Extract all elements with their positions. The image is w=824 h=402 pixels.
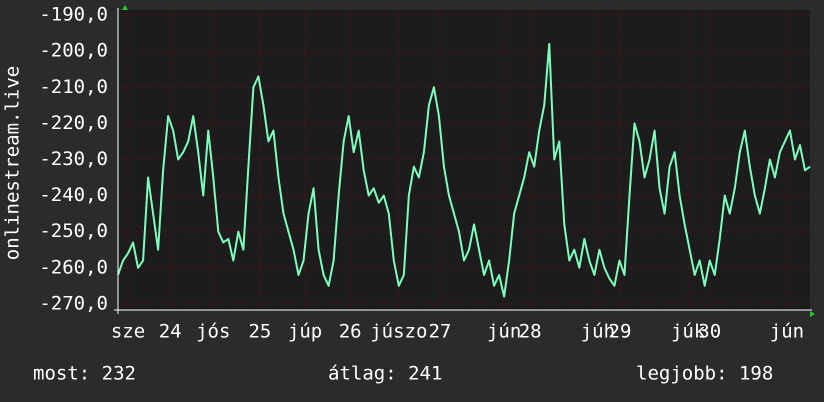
y-arrow	[122, 5, 128, 10]
y-tick-label: -230,0	[39, 148, 108, 170]
grid	[118, 10, 810, 310]
y-tick-label: -190,0	[39, 4, 108, 26]
x-tick-label: júp	[288, 321, 322, 343]
x-tick-label: jós	[196, 321, 230, 343]
x-tick-label: 26	[339, 321, 362, 343]
x-tick-label: 25	[248, 321, 271, 343]
marks	[117, 42, 811, 298]
y-tick-label: -240,0	[39, 184, 108, 206]
y-tick-label: -210,0	[39, 76, 108, 98]
plot-area	[118, 10, 810, 310]
x-tick-label: jún	[487, 321, 521, 343]
y-tick-label: -260,0	[39, 256, 108, 278]
y-tick-label: -220,0	[39, 112, 108, 134]
y-axis-title: onlinestream.live	[2, 66, 24, 260]
x-tick-label: júh	[581, 321, 615, 343]
y-tick-label: -200,0	[39, 40, 108, 62]
data-line	[117, 42, 811, 298]
x-arrow	[810, 311, 815, 317]
x-tick-label: júszo	[370, 321, 427, 343]
x-tick-label: 24	[159, 321, 182, 343]
x-tick-label: 27	[428, 321, 451, 343]
x-tick-label: 28	[519, 321, 542, 343]
x-tick-label: júk	[671, 321, 706, 343]
x-tick-label: 29	[609, 321, 632, 343]
footer-avg: átlag: 241	[328, 363, 442, 385]
footer-now: most: 232	[33, 363, 136, 385]
y-tick-label: -250,0	[39, 220, 108, 242]
x-tick-label: sze	[111, 321, 145, 343]
footer-best: legjobb: 198	[636, 363, 773, 385]
x-tick-label: 30	[698, 321, 721, 343]
x-tick-label: jún	[770, 321, 804, 343]
y-tick-label: -270,0	[39, 292, 108, 314]
